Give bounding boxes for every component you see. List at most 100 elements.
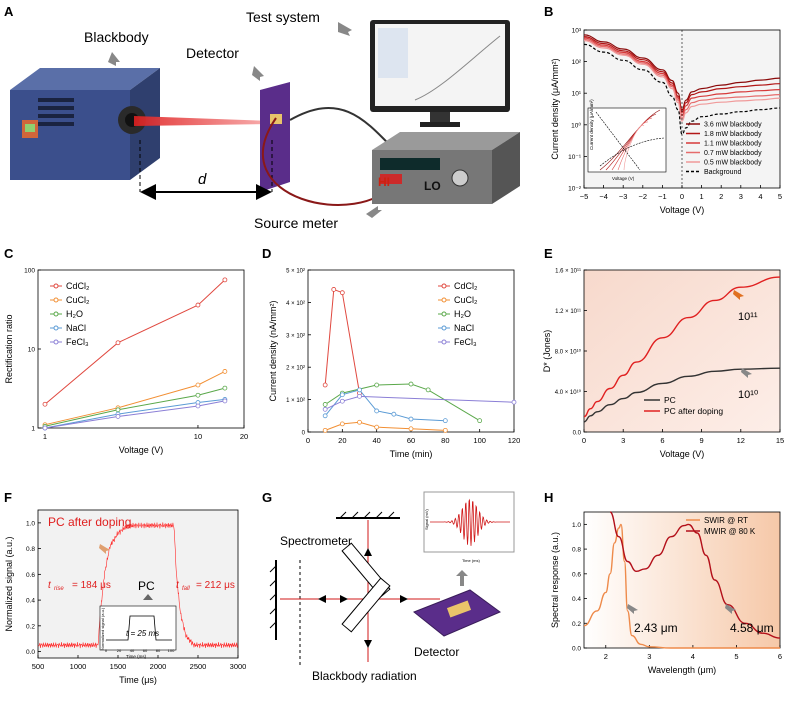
x-axis-label: Wavelength (μm) [648,665,716,675]
chart-d: 0 20 40 60 80 100 120 0 1 × 10² 2 × 10² 3 × 10² 4 ×… [268,269,520,460]
inset-x-tick: 20 [117,648,122,653]
series-line-3 [44,398,225,429]
y-tick-label: 1.2 × 10¹¹ [555,309,581,315]
data-point [195,392,201,398]
data-point [115,407,121,413]
plot-frame [37,269,245,429]
x-tick-label: 6 [660,436,664,445]
distance-label: d [198,171,207,188]
plot-frame [307,269,515,433]
legend-label: NaCl [454,323,474,333]
g-inset-xlabel: Time (ms) [462,558,481,563]
data-point [322,413,328,419]
annotation-arrow-icon [741,368,752,378]
x-tick-label: 1500 [110,662,127,671]
x-tick-label: 9 [700,436,704,445]
data-point [42,401,48,407]
annotation-label: 4.58 μm [730,621,774,635]
data-point [339,398,345,404]
x-tick-label: 10 [194,432,202,441]
x-tick-label: 20 [338,436,346,445]
y-tick-label: 0.8 [572,547,581,554]
data-point [42,425,48,431]
inset-frame [99,605,177,651]
interferogram [430,498,510,546]
annotation-arrow-icon [725,604,736,614]
y-tick-label: 0.0 [26,649,35,656]
chart-b: −5 −4 −3 −2 −1 0 1 2 3 4 5 10⁻² 10⁻¹ 10⁰ 10¹ 10² 10³ Volt… [550,28,782,216]
legend-marker [53,339,59,345]
panel-letter-h: H [544,490,553,505]
legend-marker [441,297,447,303]
data-point [222,369,228,374]
data-point [222,398,228,404]
series-line-4 [44,400,225,429]
inset-background-curve [595,111,665,171]
panel-letter-f: F [4,490,12,505]
test-system-arrow-icon [338,22,352,36]
y-tick-label: 4.0 × 10¹⁰ [555,389,582,396]
data-point [408,381,414,387]
y-tick-label: 10³ [572,28,582,35]
legend-label: PC after doping [664,406,723,416]
source-meter-label: Source meter [254,215,338,231]
y-tick-label: 0.4 [26,598,35,605]
legend-marker [441,311,447,317]
pc-label: PC [138,579,155,593]
y-tick-label: 10 [28,347,36,354]
x-tick-label: −3 [619,192,628,201]
y-tick-label: 3 × 10² [286,333,305,339]
test-system-label: Test system [246,9,320,25]
inset-curve [611,117,653,171]
x-tick-label: 100 [473,436,486,445]
y-tick-label: 10² [572,59,582,66]
g-inset-ylabel: Signal (mV) [424,508,429,530]
y-tick-label: 2 × 10² [286,366,305,372]
panel-letter-a: A [4,4,14,19]
x-tick-label: 3 [621,436,625,445]
x-tick-label: 15 [776,436,784,445]
data-point [374,424,380,430]
y-tick-label: 0.2 [572,621,581,628]
data-point [408,416,414,422]
data-point [195,382,201,388]
panel-letter-d: D [262,246,271,261]
data-point [391,411,397,417]
detector-label: Detector [186,45,239,61]
detector-arrow-icon [252,66,264,81]
inset-x-tick: 0 [105,648,108,653]
series-line-4 [583,40,781,122]
inset-curve [599,109,661,171]
inset-x-tick: 40 [130,648,135,653]
y-tick-label: 1.0 [572,522,581,529]
series-line-5 [583,43,781,135]
x-tick-label: 1 [700,192,704,201]
doping-label: PC after doping [48,515,131,529]
blackbody-label: Blackbody [84,29,149,45]
y-axis-label: Current density (nA/mm²) [268,300,278,401]
blackbody-arrow-icon [108,52,120,66]
inset-xlabel: Voltage (V) [612,176,635,181]
data-point [322,382,328,388]
x-tick-label: 5 [734,652,738,661]
legend-label: CuCl₂ [66,295,90,305]
panel-letters: A B C D E F G H [4,4,553,505]
hi-label: HI [378,175,390,189]
legend-label: CuCl₂ [454,295,478,305]
legend-label: Background [704,169,741,176]
chart-f: 500 1000 1500 2000 2500 30000.00.20.40.60.81.… [4,509,246,685]
legend-label: 3.6 mW blackbody [704,122,762,129]
series-line-1 [583,36,781,113]
legend-label: MWIR @ 80 K [704,527,756,536]
fall-time-subscript: fall [182,586,190,592]
legend-label: H₂O [66,309,83,319]
y-axis-label: Spectral response (a.u.) [550,532,560,628]
legend-label: CdCl₂ [66,281,90,291]
data-point [222,385,228,391]
x-tick-label: 6 [778,652,782,661]
data-point [425,387,431,393]
y-tick-label: 10⁻² [568,186,582,193]
y-axis-label: Rectification ratio [4,314,14,383]
fall-time-value: = 212 μs [196,580,235,591]
